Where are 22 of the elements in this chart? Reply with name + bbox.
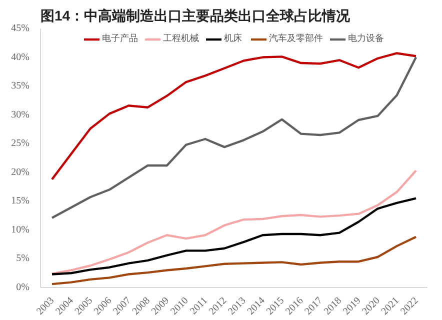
y-tick-label: 5% (16, 253, 30, 264)
legend-label: 电子产品 (102, 32, 138, 45)
y-tick-label: 40% (11, 52, 30, 63)
y-tick-label: 45% (11, 23, 30, 34)
legend-label: 汽车及零部件 (269, 32, 323, 45)
legend-label: 工程机械 (163, 32, 199, 45)
y-tick-label: 10% (11, 224, 30, 236)
y-tick-label: 35% (11, 80, 30, 92)
line-series (50, 197, 418, 276)
y-tick-label: 0% (16, 282, 30, 293)
chart-title: 图14：中高端制造出口主要品类出口全球占比情况 (40, 8, 352, 24)
legend-label: 机床 (224, 32, 243, 45)
y-tick-label: 15% (11, 196, 30, 207)
legend-label: 电力设备 (348, 32, 384, 45)
y-tick-label: 30% (11, 109, 30, 120)
x-tick-label: 2011 (188, 295, 210, 317)
line-series (50, 170, 418, 275)
y-tick-label: 20% (11, 166, 30, 178)
line-series (50, 52, 418, 180)
line-series (50, 56, 418, 219)
y-tick-label: 25% (11, 138, 30, 150)
line-series (50, 236, 418, 286)
